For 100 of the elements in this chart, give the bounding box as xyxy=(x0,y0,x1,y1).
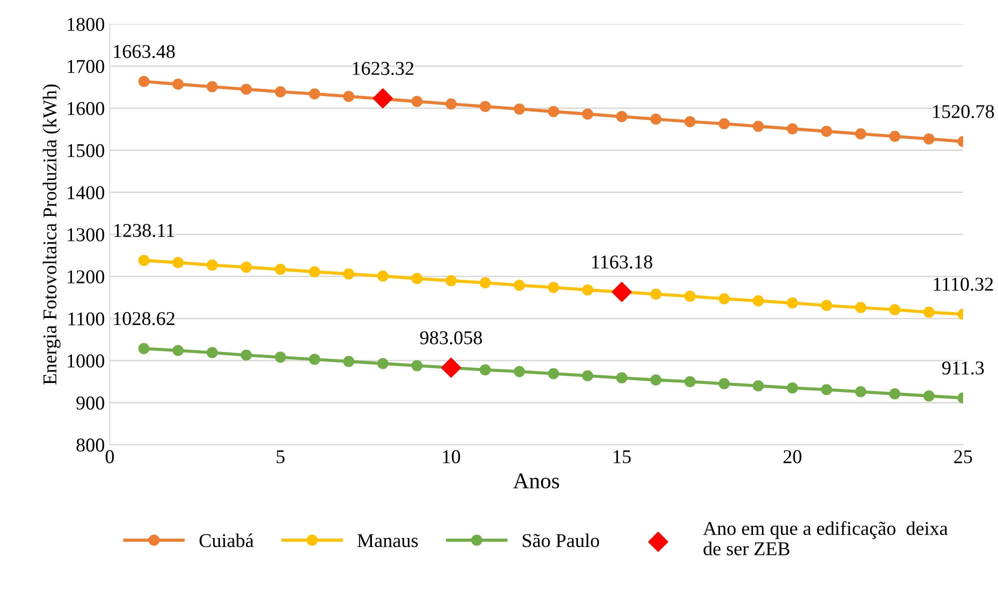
point xyxy=(441,358,462,378)
point xyxy=(923,133,934,144)
point xyxy=(309,88,320,100)
data-label: 1238.11 xyxy=(114,224,174,238)
point xyxy=(752,380,764,392)
point xyxy=(855,302,866,314)
point xyxy=(206,260,218,271)
y-tick-label: 1800 xyxy=(68,18,104,31)
point xyxy=(172,257,184,268)
data-label: 1663.48 xyxy=(114,44,175,58)
y-tick-label: 1000 xyxy=(68,354,104,368)
point xyxy=(138,254,150,266)
point xyxy=(855,128,866,140)
point xyxy=(138,343,150,354)
point xyxy=(172,344,184,356)
point xyxy=(786,297,798,309)
point xyxy=(820,126,832,137)
point xyxy=(480,277,491,288)
point xyxy=(274,352,286,363)
point xyxy=(343,356,354,367)
point xyxy=(372,88,393,108)
legend-label: Manaus xyxy=(357,534,418,548)
point xyxy=(172,78,184,90)
point xyxy=(377,358,388,370)
point xyxy=(650,374,662,386)
x-tick-label: 5 xyxy=(276,450,285,464)
point xyxy=(684,376,696,388)
data-label: 1028.62 xyxy=(114,312,174,326)
point xyxy=(240,262,252,273)
point xyxy=(309,354,320,365)
data-label: 911.3 xyxy=(942,361,984,375)
point xyxy=(274,264,286,275)
point xyxy=(923,306,934,318)
point xyxy=(343,268,354,280)
x-tick-label: 10 xyxy=(443,450,460,464)
legend-label: São Paulo xyxy=(522,533,600,548)
x-axis-title: Anos xyxy=(513,474,560,488)
data-label: 983.058 xyxy=(420,331,482,344)
point xyxy=(309,266,320,278)
point xyxy=(240,84,252,95)
y-tick-label: 900 xyxy=(76,396,104,410)
y-tick-label: 800 xyxy=(76,438,104,452)
y-tick-label: 1700 xyxy=(68,60,104,74)
point xyxy=(446,275,457,286)
point xyxy=(514,366,525,378)
point xyxy=(480,100,491,112)
y-tick-label: 1500 xyxy=(68,144,104,158)
point xyxy=(752,295,764,306)
point xyxy=(616,111,628,122)
point xyxy=(889,388,900,400)
point xyxy=(411,360,423,372)
x-tick-label: 20 xyxy=(784,450,802,464)
point xyxy=(582,284,594,296)
point xyxy=(138,76,150,88)
point xyxy=(411,273,423,284)
point xyxy=(514,280,525,291)
data-label: 1110.32 xyxy=(934,278,993,291)
y-tick-label: 1100 xyxy=(68,312,104,326)
point xyxy=(718,378,730,390)
point xyxy=(548,106,560,118)
point xyxy=(855,386,866,398)
point xyxy=(752,120,764,132)
point xyxy=(889,304,900,316)
point xyxy=(582,370,594,382)
point xyxy=(240,350,252,361)
point xyxy=(616,372,628,384)
point xyxy=(343,90,354,102)
y-tick-label: 1400 xyxy=(68,186,104,200)
data-label: 1520.78 xyxy=(933,104,994,118)
point xyxy=(377,270,388,282)
y-tick-label: 1200 xyxy=(68,270,104,284)
point xyxy=(923,390,934,402)
point xyxy=(411,96,423,108)
point xyxy=(650,288,662,300)
point xyxy=(274,86,286,98)
point xyxy=(786,382,798,394)
data-label: 1623.32 xyxy=(352,62,414,76)
x-tick-label: 25 xyxy=(954,450,972,464)
point xyxy=(206,347,218,358)
y-tick-label: 1300 xyxy=(68,228,104,242)
point xyxy=(820,300,832,312)
x-tick-label: 0 xyxy=(106,450,114,464)
point xyxy=(548,368,560,380)
point xyxy=(206,81,218,92)
point xyxy=(820,384,832,396)
legend-label: Ano em que a edificação deixa de ser ZEB xyxy=(703,521,948,556)
point xyxy=(684,116,696,128)
point xyxy=(650,114,662,125)
point xyxy=(612,282,632,302)
point xyxy=(446,98,457,110)
point xyxy=(582,108,594,120)
point xyxy=(684,290,696,302)
point xyxy=(548,282,560,293)
point xyxy=(786,123,798,134)
point xyxy=(718,118,730,130)
x-tick-label: 15 xyxy=(614,450,631,464)
y-axis-title: Energia Fotovoltaica Produzida (kWh) xyxy=(42,84,60,385)
point xyxy=(480,364,491,376)
data-label: 1163.18 xyxy=(592,255,652,269)
y-tick-label: 1600 xyxy=(68,102,104,116)
